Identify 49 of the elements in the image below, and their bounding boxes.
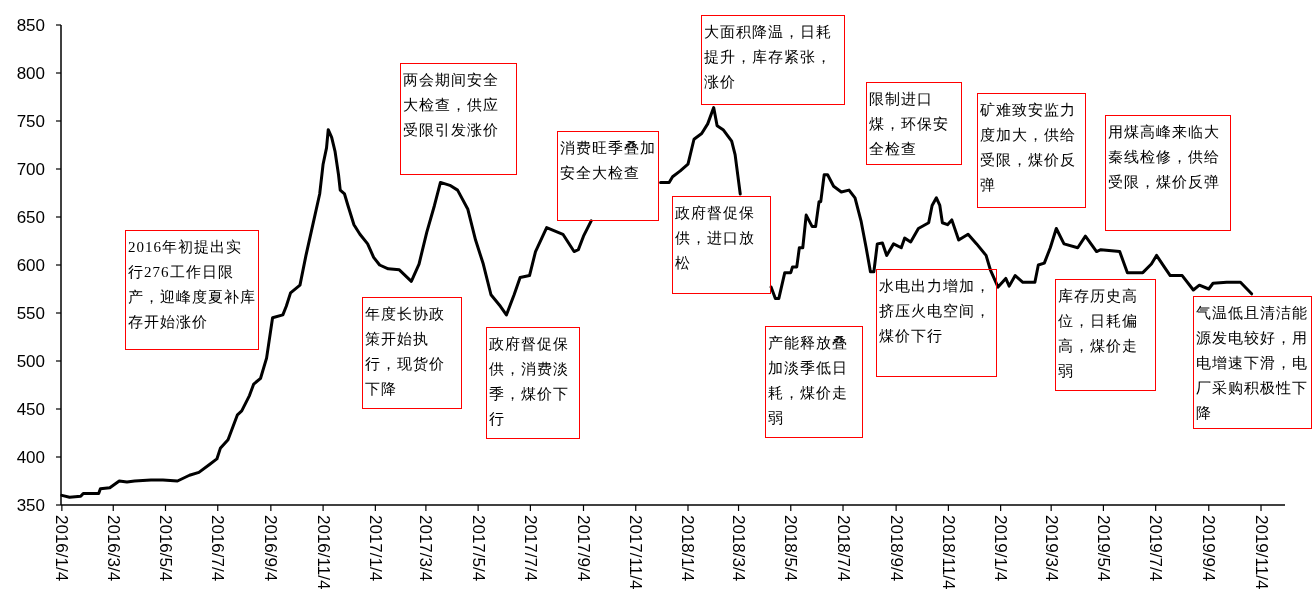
x-tick-label: 2018/7/4	[833, 515, 853, 582]
x-tick-label: 2016/1/4	[52, 515, 72, 582]
x-tick-label: 2016/11/4	[313, 515, 333, 590]
annotation: 政府督促保供，进口放松	[672, 196, 771, 294]
x-tick-label: 2019/5/4	[1093, 515, 1113, 582]
annotation: 限制进口煤，环保安全检查	[866, 82, 962, 165]
x-tick-label: 2019/7/4	[1146, 515, 1166, 582]
annotation: 消费旺季叠加安全大检查	[557, 131, 659, 221]
y-tick-label: 500	[16, 352, 45, 371]
annotation: 政府督促保供，消费淡季，煤价下行	[486, 327, 580, 439]
x-tick-label: 2016/9/4	[261, 515, 281, 582]
x-tick-label: 2016/7/4	[208, 515, 228, 582]
y-tick-label: 750	[16, 112, 45, 131]
x-tick-label: 2019/9/4	[1199, 515, 1219, 582]
y-tick-label: 850	[16, 16, 45, 35]
y-tick-label: 800	[16, 64, 45, 83]
y-tick-label: 350	[16, 496, 45, 515]
x-tick-label: 2018/5/4	[781, 515, 801, 582]
annotation: 大面积降温，日耗提升，库存紧张，涨价	[701, 15, 845, 105]
y-tick-label: 550	[16, 304, 45, 323]
x-tick-label: 2017/5/4	[468, 515, 488, 582]
x-tick-label: 2018/3/4	[729, 515, 749, 582]
x-tick-label: 2018/1/4	[678, 515, 698, 582]
annotation: 水电出力增加，挤压火电空间，煤价下行	[876, 269, 997, 377]
x-tick-label: 2017/9/4	[573, 515, 593, 582]
annotation: 用煤高峰来临大秦线检修，供给受限，煤价反弹	[1105, 115, 1231, 231]
x-tick-label: 2019/3/4	[1041, 515, 1061, 582]
x-tick-label: 2017/11/4	[626, 515, 646, 590]
y-tick-label: 650	[16, 208, 45, 227]
annotation: 年度长协政策开始执行，现货价下降	[362, 297, 462, 409]
y-tick-label: 700	[16, 160, 45, 179]
x-tick-label: 2016/5/4	[156, 515, 175, 582]
annotation: 产能释放叠加淡季低日耗，煤价走弱	[765, 326, 863, 438]
y-tick-label: 600	[16, 256, 45, 275]
annotation: 2016年初提出实行276工作日限产，迎峰度夏补库存开始涨价	[125, 230, 259, 350]
x-tick-label: 2017/3/4	[416, 515, 436, 582]
x-tick-label: 2019/1/4	[991, 515, 1011, 582]
annotation: 库存历史高位，日耗偏高，煤价走弱	[1055, 279, 1156, 391]
x-tick-label: 2018/11/4	[938, 515, 958, 590]
annotation: 气温低且清洁能源发电较好，用电增速下滑，电厂采购积极性下降	[1193, 296, 1312, 429]
annotation: 矿难致安监力度加大，供给受限，煤价反弹	[977, 93, 1086, 208]
y-tick-label: 450	[16, 400, 45, 419]
x-tick-label: 2018/9/4	[886, 515, 906, 582]
x-tick-label: 2019/11/4	[1251, 515, 1271, 590]
x-tick-label: 2017/7/4	[520, 515, 540, 582]
x-tick-label: 2017/1/4	[365, 515, 385, 582]
y-tick-label: 400	[16, 448, 45, 467]
x-tick-label: 2016/3/4	[103, 515, 123, 582]
annotation: 两会期间安全大检查，供应受限引发涨价	[400, 63, 517, 175]
